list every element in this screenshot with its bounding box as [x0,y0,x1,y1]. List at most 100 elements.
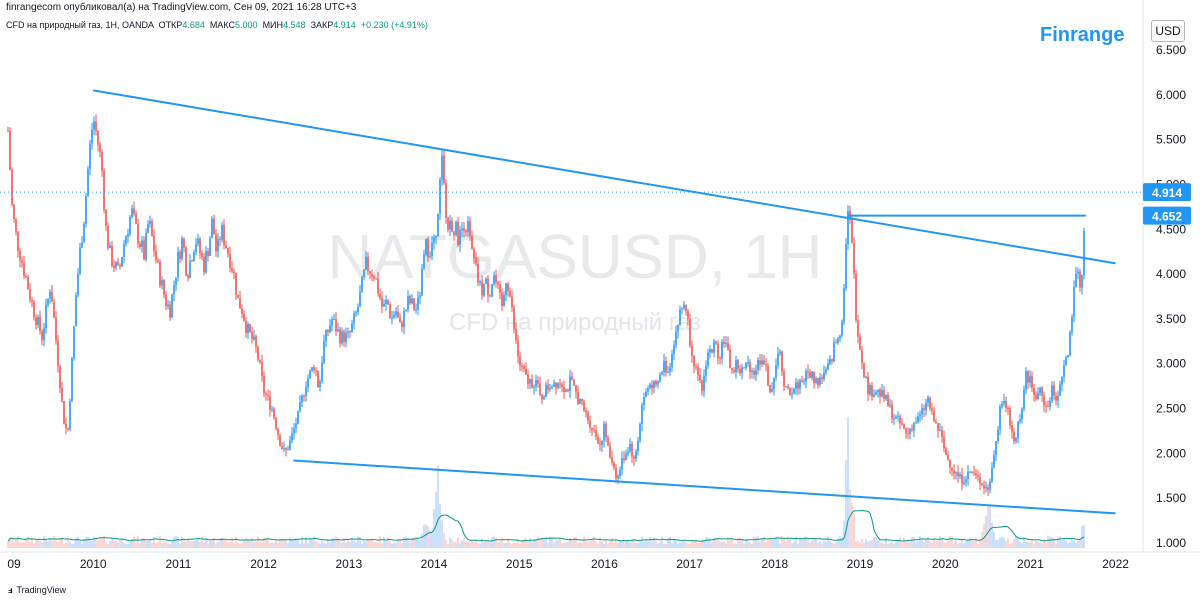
volume-bar [637,542,639,548]
volume-bar [733,543,735,548]
candle [577,391,579,404]
volume-bar [779,543,781,548]
volume-bar [943,542,945,548]
volume-bar [83,539,85,548]
volume-bar [531,542,533,548]
candle [201,253,203,257]
volume-bar [847,417,849,548]
candle [427,239,429,257]
volume-bar [217,542,219,548]
candle [549,388,551,390]
candle [51,291,53,302]
candle [7,130,9,132]
candle [799,380,801,389]
volume-bar [599,537,601,548]
volume-bar [111,538,113,548]
candle [919,414,921,417]
y-tick-label: 5.500 [1156,133,1186,147]
volume-bar [1049,536,1051,548]
volume-bar [319,543,321,548]
volume-bar [73,543,75,548]
candle [873,394,875,397]
candle [93,121,95,130]
candle [135,213,137,224]
volume-bar [775,537,777,548]
volume-bar [913,537,915,548]
volume-bar [861,538,863,548]
volume-bar [773,538,775,548]
candle [491,284,493,297]
low-value: 4.548 [283,20,306,30]
volume-bar [735,543,737,548]
candle [675,331,677,346]
volume-bar [561,543,563,548]
candle [323,341,325,363]
volume-bar [791,543,793,548]
candle [467,221,469,233]
candle [535,380,537,387]
volume-bar [793,541,795,548]
volume-bar [789,537,791,548]
candle [1049,400,1051,407]
volume-bar [949,536,951,548]
trendline-upper[interactable] [93,89,1116,265]
candle [129,217,131,235]
candle [639,423,641,441]
currency-button[interactable]: USD [1151,20,1185,42]
candle [195,243,197,253]
candle [459,230,461,246]
candle [717,343,719,359]
candle [607,437,609,446]
volume-bar [313,536,315,548]
candle [983,485,985,489]
volume-bar [465,541,467,548]
candle [461,228,463,231]
volume-bar [929,541,931,548]
candle [175,277,177,286]
volume-bar [365,541,367,548]
candle [137,223,139,244]
volume-bar [325,543,327,548]
volume-bar [979,539,981,548]
volume-bar [917,541,919,548]
price-axis[interactable]: 6.5006.0005.5005.0004.5004.0003.5003.000… [1156,43,1186,550]
volume-bar [509,542,511,548]
volume-bar [1017,537,1019,548]
candle [1009,408,1011,426]
candle [1079,271,1081,288]
volume-bar [351,537,353,548]
trendlines[interactable] [93,89,1116,515]
trendline-lower[interactable] [293,459,1116,515]
volume-bar [645,540,647,548]
volume-bar [933,538,935,548]
time-axis[interactable]: 09 2010 2011 2012 2013 2014 2015 2016 2017 2018 20… [7,557,1129,571]
volume-bar [385,541,387,548]
price-label-text: 4.652 [1152,210,1182,224]
volume-bar [1003,537,1005,548]
candle [161,280,163,286]
volume-bar [233,543,235,548]
volume-bar [811,540,813,548]
volume-bar [549,536,551,548]
candle [477,263,479,283]
symbol-description[interactable]: CFD на природный газ, 1H, OANDA [6,20,154,30]
x-tick-label: 2016 [591,557,618,571]
volume-bar [635,543,637,548]
volume-bar [183,538,185,548]
volume-bar [851,503,853,548]
volume-bar [685,542,687,548]
y-tick-label: 2.000 [1156,446,1186,460]
candle [143,240,145,260]
volume-bar [915,542,917,548]
volume-bar [109,540,111,548]
volume-bar [127,543,129,548]
volume-bar [215,543,217,548]
candle [565,389,567,392]
candle [297,410,299,424]
volume-bar [51,541,53,548]
candle [353,313,355,324]
volume-bar [583,536,585,548]
volume-bar [557,540,559,548]
low-label: МИН [262,20,284,30]
